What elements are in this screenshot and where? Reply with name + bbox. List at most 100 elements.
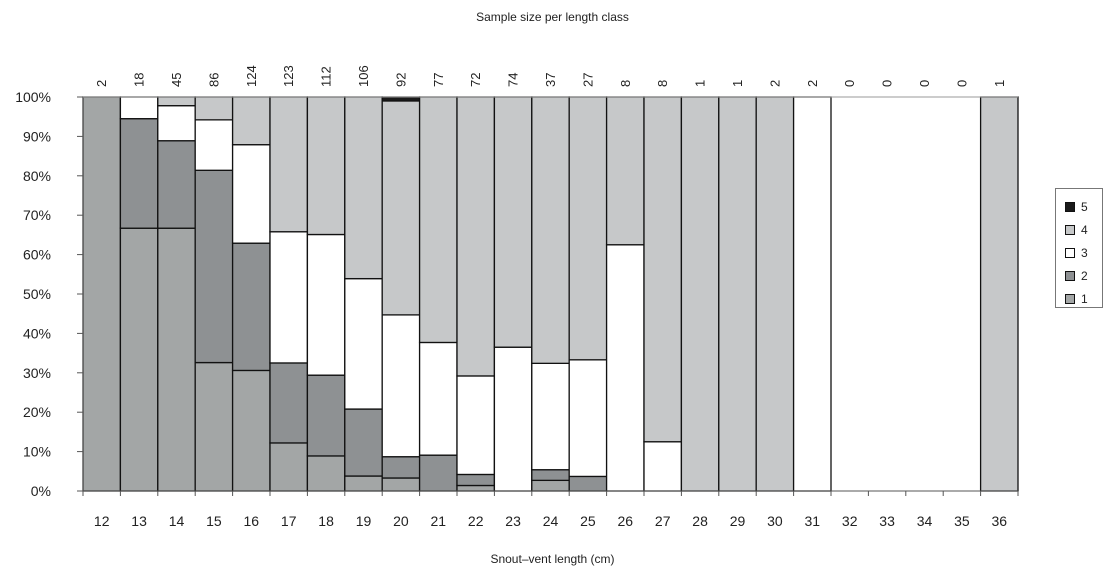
chart-title: Sample size per length class	[476, 10, 629, 24]
sample-size-label-23: 74	[506, 73, 521, 87]
sample-size-label-21: 77	[431, 73, 446, 87]
sample-size-label-18: 112	[319, 66, 334, 87]
bar-segment-20-class-2	[381, 456, 421, 479]
bar-segment-18-class-1	[306, 455, 346, 492]
bar-segment-21-class-2	[418, 454, 458, 492]
bar-segment-13-class-1	[119, 227, 159, 492]
bar-segment-18-class-3	[306, 233, 346, 376]
x-tick-label-19: 19	[356, 513, 372, 529]
bar-segment-20-class-3	[381, 314, 421, 458]
y-tick-label-80: 80%	[23, 168, 51, 184]
y-tick-label-60: 60%	[23, 247, 51, 263]
legend-label-4: 4	[1081, 223, 1088, 237]
x-tick-label-30: 30	[767, 513, 783, 529]
bar-segment-26-class-3	[605, 244, 645, 492]
sample-size-label-34: 0	[917, 80, 932, 87]
bar-segment-25-class-2	[568, 475, 608, 492]
bar-segment-14-class-2	[157, 140, 196, 229]
x-tick-label-33: 33	[879, 513, 895, 529]
x-tick-label-28: 28	[692, 513, 708, 529]
x-tick-label-24: 24	[543, 513, 559, 529]
bar-segment-23-class-3	[493, 346, 533, 492]
bar-segment-24-class-3	[531, 362, 570, 471]
bar-segment-18-class-2	[306, 374, 346, 457]
bar-segment-17-class-1	[269, 442, 309, 492]
x-tick-label-20: 20	[393, 513, 409, 529]
sample-size-label-26: 8	[618, 80, 633, 87]
bar-segment-19-class-1	[344, 475, 383, 492]
sample-size-label-30: 2	[767, 80, 782, 87]
x-tick-label-35: 35	[954, 513, 970, 529]
sample-size-label-19: 106	[356, 65, 371, 87]
bar-segment-13-class-2	[119, 118, 159, 229]
sample-size-label-12: 2	[94, 80, 109, 87]
y-tick-label-70: 70%	[23, 207, 51, 223]
x-tick-label-17: 17	[281, 513, 297, 529]
bar-segment-20-class-4	[381, 100, 421, 316]
y-tick-label-20: 20%	[23, 404, 51, 420]
x-tick-label-13: 13	[131, 513, 147, 529]
sample-size-label-35: 0	[954, 80, 969, 87]
y-tick-label-100: 100%	[15, 89, 51, 105]
bar-segment-19-class-3	[344, 277, 383, 410]
bar-segment-15-class-3	[194, 119, 234, 171]
y-tick-label-10: 10%	[23, 444, 51, 460]
bar-segment-23-class-4	[493, 96, 533, 348]
bar-segment-17-class-3	[269, 231, 309, 364]
sample-size-label-16: 124	[244, 65, 259, 87]
bar-segment-22-class-2	[456, 473, 496, 487]
bar-segment-13-class-3	[119, 96, 159, 120]
bar-segment-26-class-4	[605, 96, 645, 246]
x-tick-label-25: 25	[580, 513, 596, 529]
sample-size-label-31: 2	[805, 80, 820, 87]
x-tick-label-36: 36	[992, 513, 1008, 529]
bar-segment-30-class-4	[755, 96, 795, 492]
legend-swatch-3	[1065, 248, 1075, 258]
sample-size-label-29: 1	[730, 80, 745, 87]
bar-segment-17-class-2	[269, 362, 309, 444]
legend-swatch-4	[1065, 225, 1075, 235]
bar-segment-15-class-2	[194, 169, 234, 364]
x-tick-label-15: 15	[206, 513, 222, 529]
x-tick-label-23: 23	[505, 513, 521, 529]
bar-segment-36-class-4	[979, 96, 1019, 492]
bar-segment-14-class-1	[157, 227, 196, 492]
legend-label-3: 3	[1081, 246, 1088, 260]
bar-segment-22-class-3	[456, 375, 496, 476]
sample-size-label-17: 123	[281, 65, 296, 87]
y-tick-label-0: 0%	[31, 483, 51, 499]
sample-size-label-32: 0	[842, 80, 857, 87]
bar-segment-16-class-3	[231, 144, 271, 244]
x-tick-label-31: 31	[805, 513, 821, 529]
x-tick-label-14: 14	[169, 513, 185, 529]
bar-segment-19-class-4	[344, 96, 383, 280]
sample-size-label-22: 72	[468, 73, 483, 87]
legend-swatch-1	[1065, 294, 1075, 304]
bar-segment-14-class-4	[157, 96, 196, 107]
sample-size-label-13: 18	[132, 73, 147, 87]
x-tick-label-12: 12	[94, 513, 110, 529]
bar-segment-24-class-4	[531, 96, 570, 364]
sample-size-label-15: 86	[206, 73, 221, 87]
bar-segment-15-class-1	[194, 361, 234, 492]
legend-label-1: 1	[1081, 292, 1088, 306]
y-tick-label-90: 90%	[23, 128, 51, 144]
bar-segment-25-class-4	[568, 96, 608, 361]
bar-segment-24-class-2	[531, 469, 570, 482]
x-tick-label-27: 27	[655, 513, 671, 529]
bar-segment-21-class-3	[418, 341, 458, 456]
sample-size-label-28: 1	[693, 80, 708, 87]
x-tick-label-16: 16	[244, 513, 260, 529]
bar-segment-27-class-4	[643, 96, 683, 443]
x-tick-label-21: 21	[431, 513, 447, 529]
bar-segment-16-class-2	[231, 242, 271, 372]
bar-segment-18-class-4	[306, 96, 346, 236]
x-tick-label-22: 22	[468, 513, 484, 529]
x-tick-label-34: 34	[917, 513, 933, 529]
bar-segment-27-class-3	[643, 441, 683, 492]
bar-segment-31-class-3	[792, 96, 832, 492]
bar-segment-17-class-4	[269, 96, 309, 233]
sample-size-label-33: 0	[880, 80, 895, 87]
bar-segment-20-class-5	[381, 96, 421, 102]
